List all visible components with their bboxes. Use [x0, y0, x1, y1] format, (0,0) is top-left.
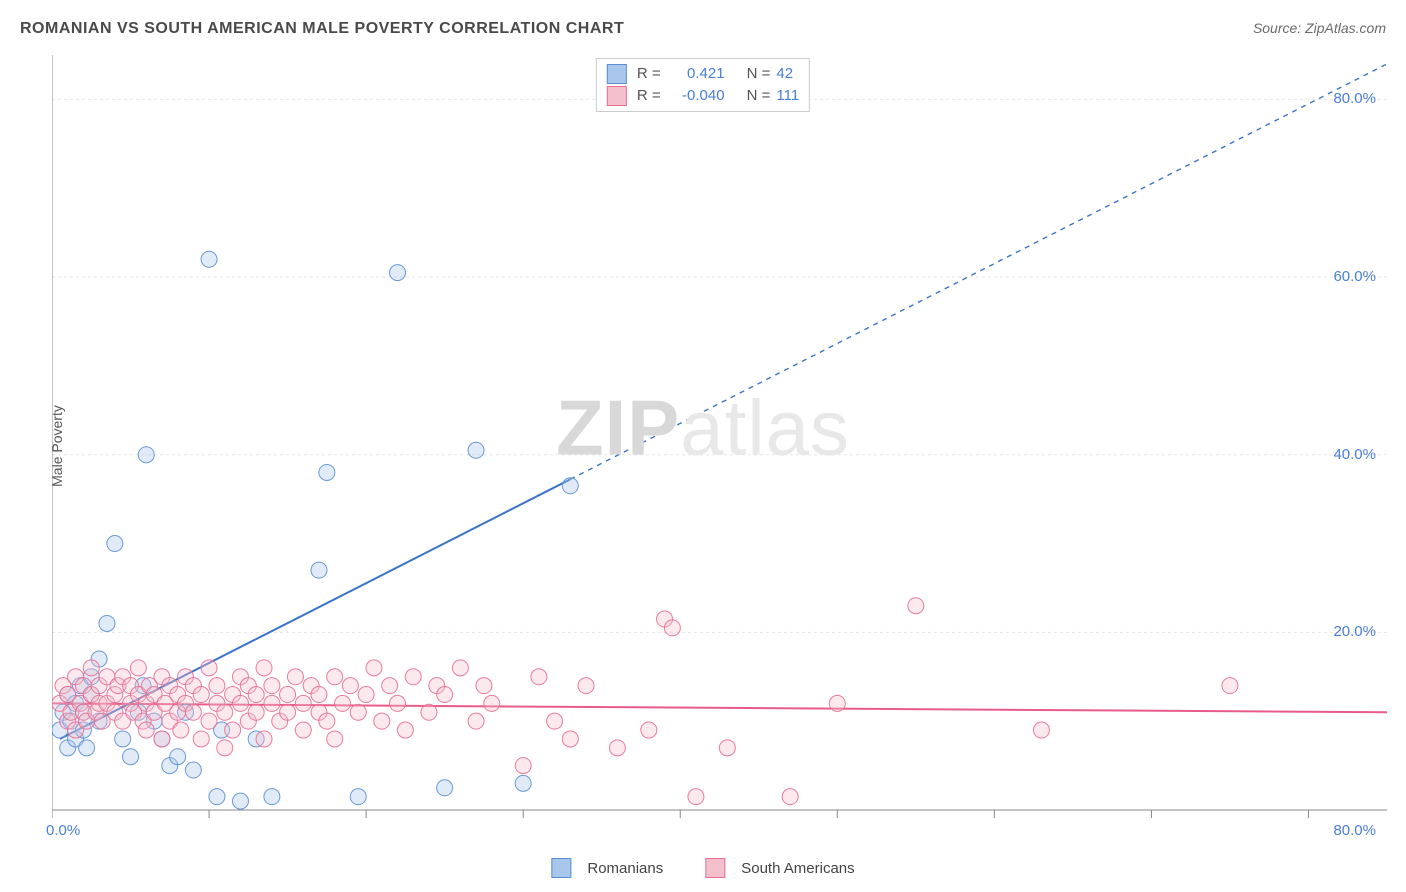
legend-label-southamericans: South Americans — [741, 860, 854, 877]
legend-r-label: R = — [637, 85, 661, 107]
legend-swatch-romanians — [607, 64, 627, 84]
legend-n-label: N = — [747, 85, 771, 107]
legend-n-label: N = — [747, 63, 771, 85]
legend-row-southamericans: R = -0.040 N = 111 — [607, 85, 799, 107]
legend-n-value: 42 — [776, 63, 793, 85]
legend-n-value: 111 — [776, 85, 799, 107]
y-tick-label: 60.0% — [1333, 268, 1376, 285]
legend-label-romanians: Romanians — [587, 860, 663, 877]
legend-correlation: R = 0.421 N = 42 R = -0.040 N = 111 — [596, 58, 810, 112]
legend-swatch-southamericans — [607, 86, 627, 106]
x-tick-label: 80.0% — [1333, 822, 1376, 839]
y-tick-label: 80.0% — [1333, 90, 1376, 107]
x-tick-label: 0.0% — [46, 822, 80, 839]
legend-swatch-southamericans — [705, 858, 725, 878]
chart-title: ROMANIAN VS SOUTH AMERICAN MALE POVERTY … — [20, 20, 624, 38]
legend-r-value: -0.040 — [667, 85, 725, 107]
source-attribution: Source: ZipAtlas.com — [1253, 20, 1386, 36]
y-tick-label: 40.0% — [1333, 446, 1376, 463]
legend-r-value: 0.421 — [667, 63, 725, 85]
legend-series: Romanians South Americans — [551, 858, 854, 878]
y-tick-label: 20.0% — [1333, 623, 1376, 640]
legend-row-romanians: R = 0.421 N = 42 — [607, 63, 799, 85]
legend-r-label: R = — [637, 63, 661, 85]
legend-swatch-romanians — [551, 858, 571, 878]
scatter-chart — [52, 55, 1387, 825]
